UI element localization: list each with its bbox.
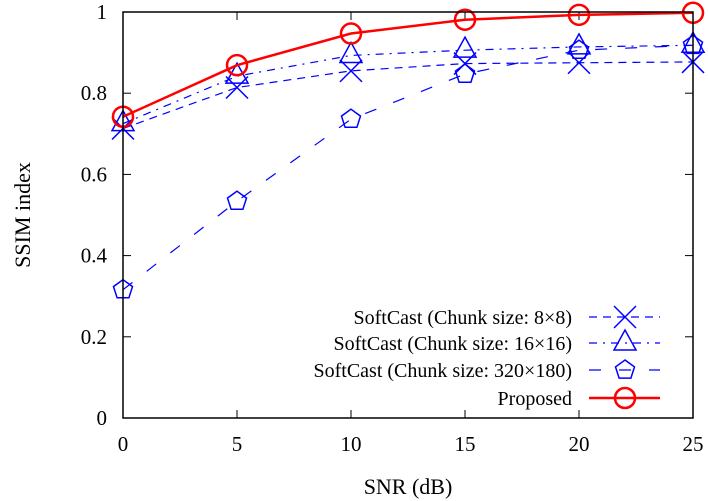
pentagon-marker	[614, 359, 636, 379]
triangle-marker	[452, 35, 478, 58]
triangle-marker	[338, 40, 364, 64]
x-marker	[339, 59, 363, 83]
x-tick-label: 20	[569, 432, 590, 456]
x-marker	[613, 305, 637, 329]
legend-item: SoftCast (Chunk size: 8×8)	[354, 305, 660, 329]
legend-label: SoftCast (Chunk size: 320×180)	[314, 360, 573, 382]
y-axis-label: SSIM index	[10, 162, 35, 268]
pentagon-marker	[568, 39, 590, 60]
x-tick-label: 15	[455, 432, 476, 456]
legend-label: Proposed	[498, 388, 572, 410]
y-tick-label: 0.6	[81, 162, 107, 186]
legend-label: SoftCast (Chunk size: 16×16)	[334, 333, 573, 355]
circle-marker	[225, 53, 249, 77]
series-line	[122, 61, 694, 130]
circle-marker	[613, 386, 637, 410]
series-3	[111, 1, 705, 128]
y-tick-label: 0	[97, 406, 108, 430]
x-axis-label: SNR (dB)	[364, 474, 453, 499]
series-2	[112, 34, 704, 299]
pentagon-marker	[454, 63, 476, 83]
circle-marker	[567, 3, 591, 27]
series-0	[111, 50, 705, 141]
x-marker	[225, 75, 249, 100]
legend-label: SoftCast (Chunk size: 8×8)	[354, 307, 573, 329]
x-tick-label: 5	[232, 432, 243, 456]
circle-marker	[453, 8, 477, 31]
pentagon-marker	[340, 108, 362, 129]
series-line	[122, 44, 694, 125]
legend-item: SoftCast (Chunk size: 16×16)	[334, 328, 660, 355]
y-tick-label: 0.2	[81, 325, 107, 349]
legend-item: Proposed	[498, 386, 660, 410]
y-tick-label: 1	[97, 0, 108, 24]
x-tick-label: 0	[118, 432, 129, 456]
pentagon-marker	[226, 190, 248, 211]
legend-item: SoftCast (Chunk size: 320×180)	[314, 359, 660, 382]
triangle-marker	[612, 328, 638, 351]
circle-marker	[339, 22, 363, 45]
y-tick-label: 0.4	[81, 244, 108, 268]
series-line	[122, 11, 694, 118]
series-line	[122, 44, 694, 291]
x-tick-label: 25	[683, 432, 704, 456]
y-tick-label: 0.8	[81, 81, 107, 105]
x-tick-label: 10	[341, 432, 362, 456]
plot-frame	[122, 11, 694, 419]
